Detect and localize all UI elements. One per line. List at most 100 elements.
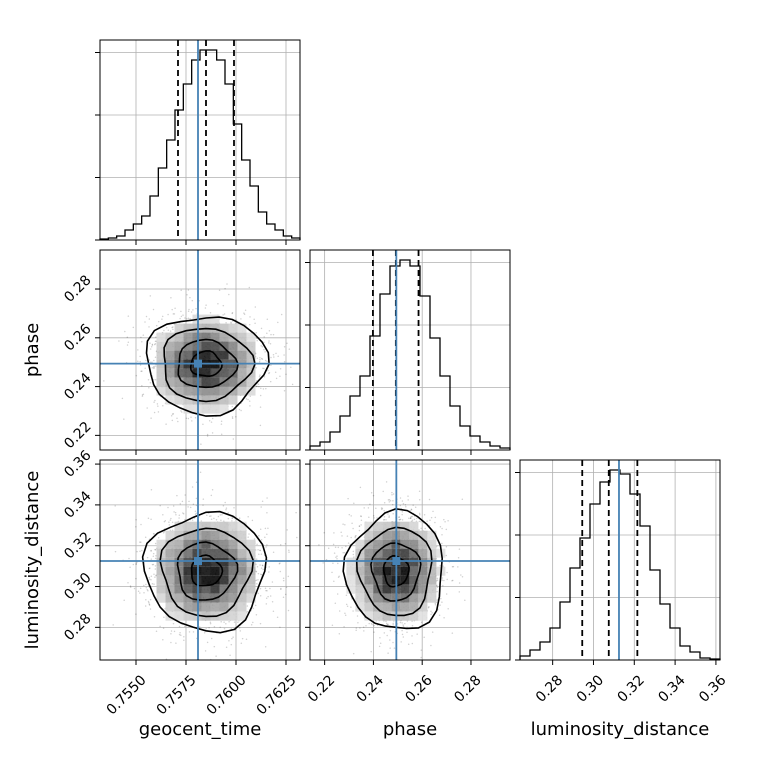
sample-point bbox=[287, 609, 290, 612]
sample-point bbox=[182, 314, 184, 316]
sample-point bbox=[266, 544, 268, 546]
sample-point bbox=[411, 620, 413, 622]
sample-point bbox=[341, 535, 343, 537]
sample-point bbox=[165, 326, 168, 329]
sample-point bbox=[399, 497, 402, 499]
sample-point bbox=[255, 385, 258, 388]
sample-point bbox=[191, 519, 194, 521]
density-cell bbox=[165, 593, 175, 603]
sample-point bbox=[153, 367, 155, 369]
sample-point bbox=[231, 312, 234, 314]
sample-point bbox=[146, 556, 149, 559]
density-cell bbox=[183, 530, 193, 540]
sample-point bbox=[280, 587, 282, 590]
sample-point bbox=[230, 627, 233, 630]
sample-point bbox=[204, 307, 207, 309]
sample-point bbox=[399, 621, 402, 624]
density-cell bbox=[210, 548, 220, 558]
sample-point bbox=[257, 572, 260, 575]
sample-point bbox=[288, 348, 291, 350]
density-cell bbox=[237, 350, 247, 360]
density-cell bbox=[210, 323, 220, 333]
sample-point bbox=[420, 656, 422, 659]
sample-point bbox=[249, 316, 251, 318]
sample-point bbox=[258, 361, 261, 363]
sample-point bbox=[269, 380, 272, 383]
sample-point bbox=[255, 571, 258, 573]
density-cell bbox=[228, 611, 238, 621]
sample-point bbox=[147, 517, 150, 520]
density-cell bbox=[201, 530, 211, 540]
histogram-luminosity_distance bbox=[519, 469, 721, 660]
sample-point bbox=[337, 562, 339, 565]
density-cell bbox=[201, 602, 211, 612]
sample-point bbox=[200, 443, 202, 445]
density-cell bbox=[192, 404, 202, 414]
sample-point bbox=[410, 516, 412, 519]
sample-point bbox=[154, 340, 157, 343]
sample-point bbox=[353, 556, 355, 558]
sample-point bbox=[174, 511, 177, 514]
sample-point bbox=[103, 380, 105, 382]
sample-point bbox=[150, 346, 153, 348]
sample-point bbox=[184, 518, 186, 521]
sample-point bbox=[137, 360, 139, 362]
density-cell bbox=[210, 386, 220, 396]
sample-point bbox=[379, 637, 381, 639]
sample-point bbox=[283, 345, 286, 348]
sample-point bbox=[266, 497, 268, 499]
sample-point bbox=[148, 602, 150, 604]
density-cell bbox=[210, 368, 220, 378]
sample-point bbox=[141, 395, 144, 397]
density-cell bbox=[201, 350, 211, 360]
sample-point bbox=[155, 336, 157, 338]
sample-point bbox=[441, 533, 443, 536]
sample-point bbox=[259, 424, 262, 427]
sample-point bbox=[451, 632, 454, 634]
sample-point bbox=[169, 519, 172, 521]
sample-point bbox=[144, 605, 147, 607]
sample-point bbox=[288, 549, 290, 551]
sample-point bbox=[350, 515, 352, 517]
sample-point bbox=[262, 568, 264, 571]
sample-point bbox=[172, 313, 175, 315]
sample-point bbox=[162, 531, 165, 534]
sample-point bbox=[354, 535, 357, 537]
sample-point bbox=[139, 360, 141, 363]
sample-point bbox=[169, 330, 172, 332]
density-cell bbox=[201, 386, 211, 396]
density-cell bbox=[174, 611, 184, 621]
density-cell bbox=[174, 323, 184, 333]
sample-point bbox=[171, 419, 174, 422]
sample-point bbox=[228, 620, 230, 623]
sample-point bbox=[392, 493, 395, 495]
sample-point bbox=[211, 489, 214, 491]
density-cell bbox=[165, 557, 175, 567]
density-cell bbox=[201, 575, 211, 585]
sample-point bbox=[163, 530, 166, 533]
sample-point bbox=[152, 308, 155, 311]
sample-point bbox=[261, 564, 264, 567]
sample-point bbox=[154, 365, 156, 367]
sample-point bbox=[226, 283, 228, 285]
sample-point bbox=[175, 642, 177, 644]
density-cell bbox=[237, 566, 247, 576]
sample-point bbox=[372, 494, 375, 497]
sample-point bbox=[260, 574, 263, 576]
sample-point bbox=[360, 515, 362, 517]
sample-point bbox=[272, 610, 275, 612]
sample-point bbox=[170, 296, 172, 299]
sample-point bbox=[162, 627, 165, 629]
sample-point bbox=[198, 626, 201, 628]
sample-point bbox=[149, 361, 152, 363]
sample-point bbox=[406, 631, 408, 634]
density-cell bbox=[219, 566, 229, 576]
sample-point bbox=[336, 555, 338, 557]
sample-point bbox=[208, 515, 211, 517]
sample-point bbox=[258, 553, 260, 556]
sample-point bbox=[370, 650, 372, 653]
sample-point bbox=[215, 655, 217, 657]
sample-point bbox=[223, 627, 226, 630]
sample-point bbox=[157, 405, 159, 407]
sample-point bbox=[263, 376, 266, 378]
